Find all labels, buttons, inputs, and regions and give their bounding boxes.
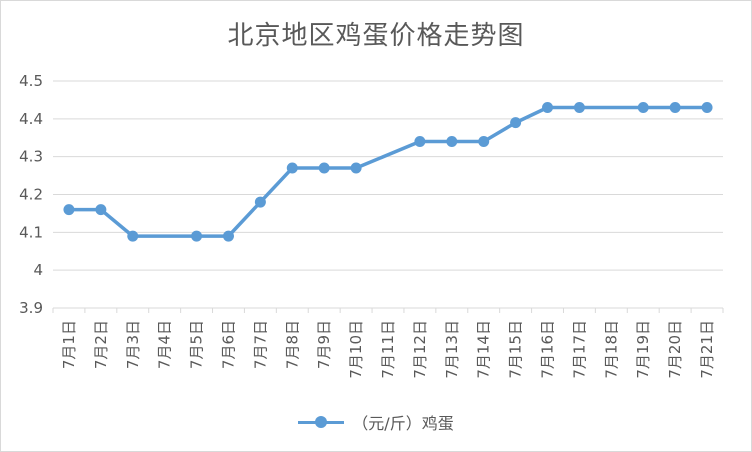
x-tick-label: 7月15日 xyxy=(507,320,525,379)
y-tick-label: 4.4 xyxy=(19,110,43,128)
x-tick-label: 7月12日 xyxy=(411,320,429,379)
x-tick-label: 7月7日 xyxy=(251,320,269,369)
x-tick-label: 7月10日 xyxy=(347,320,365,379)
data-point xyxy=(414,136,426,148)
legend-swatch xyxy=(298,415,345,428)
data-point xyxy=(63,204,75,216)
data-point xyxy=(446,136,458,148)
legend: （元/斤）鸡蛋 xyxy=(1,410,751,434)
data-point xyxy=(350,162,362,174)
x-tick-label: 7月3日 xyxy=(124,320,142,369)
series-line xyxy=(68,105,708,238)
x-tick-label: 7月13日 xyxy=(443,320,461,379)
x-tick-label: 7月2日 xyxy=(92,320,110,369)
y-tick-label: 4.1 xyxy=(19,223,43,241)
x-tick-label: 7月6日 xyxy=(219,320,237,369)
data-point xyxy=(701,101,713,113)
x-tick-label: 7月4日 xyxy=(156,320,174,369)
data-point xyxy=(127,230,139,242)
data-point xyxy=(478,136,490,148)
x-tick-label: 7月1日 xyxy=(60,320,78,369)
data-point xyxy=(318,162,330,174)
legend-label: （元/斤）鸡蛋 xyxy=(352,414,454,433)
y-tick-label: 4 xyxy=(33,261,43,279)
data-point xyxy=(95,204,107,216)
x-tick-label: 7月5日 xyxy=(188,320,206,369)
x-tick-label: 7月21日 xyxy=(698,320,716,379)
x-tick-label: 7月20日 xyxy=(666,320,684,379)
data-point xyxy=(222,230,234,242)
chart-title: 北京地区鸡蛋价格走势图 xyxy=(227,21,525,51)
data-point xyxy=(510,117,522,129)
y-tick-label: 4.3 xyxy=(19,148,43,166)
x-tick-label: 7月11日 xyxy=(379,320,397,379)
data-point xyxy=(254,196,266,208)
data-point xyxy=(286,162,298,174)
x-tick-label: 7月19日 xyxy=(634,320,652,379)
x-tick-label: 7月9日 xyxy=(315,320,333,369)
data-point xyxy=(191,230,203,242)
data-point xyxy=(669,101,681,113)
data-point xyxy=(637,101,649,113)
x-tick-label: 7月17日 xyxy=(570,320,588,379)
data-point xyxy=(573,101,585,113)
x-tick-label: 7月14日 xyxy=(475,320,493,379)
y-tick-label: 4.2 xyxy=(19,186,43,204)
y-tick-label: 3.9 xyxy=(19,299,43,317)
data-point xyxy=(542,101,554,113)
y-tick-label: 4.5 xyxy=(19,72,43,90)
x-tick-label: 7月16日 xyxy=(539,320,557,379)
x-tick-label: 7月18日 xyxy=(602,320,620,379)
x-tick-label: 7月8日 xyxy=(283,320,301,369)
